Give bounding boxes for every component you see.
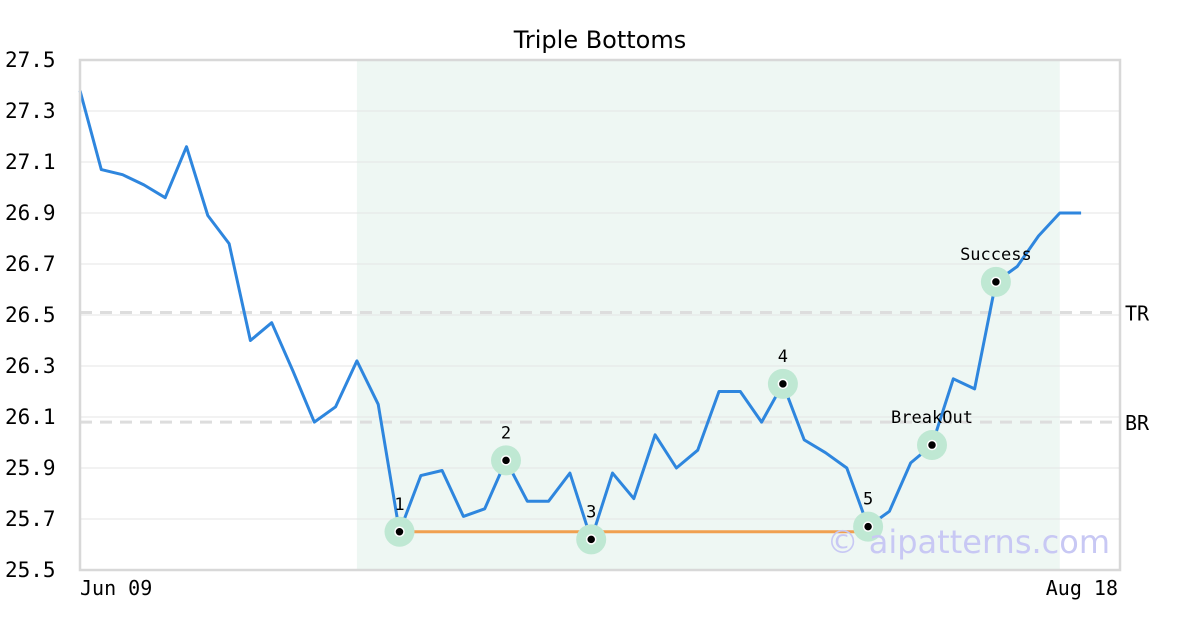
marker-point-3 bbox=[585, 534, 597, 545]
marker-point-success bbox=[990, 276, 1002, 288]
chart-title: Triple Bottoms bbox=[513, 26, 687, 54]
annotation-label-3: 3 bbox=[586, 502, 596, 522]
marker-point-2 bbox=[500, 455, 512, 466]
marker-point-5 bbox=[862, 521, 874, 532]
marker-point-breakout bbox=[926, 439, 938, 451]
annotation-label-breakout: BreakOut bbox=[891, 408, 973, 428]
x-tick-label-start: Jun 09 bbox=[80, 576, 152, 600]
y-tick-label: 25.7 bbox=[5, 507, 56, 531]
annotation-label-5: 5 bbox=[863, 490, 873, 510]
level-label-tr: TR bbox=[1125, 301, 1150, 325]
x-tick-label-end: Aug 18 bbox=[1046, 576, 1118, 600]
annotation-label-2: 2 bbox=[501, 423, 511, 443]
y-tick-label: 26.1 bbox=[5, 405, 56, 429]
grid-layer bbox=[80, 110, 1120, 520]
y-tick-label: 26.3 bbox=[5, 354, 56, 378]
plot-frame bbox=[78, 58, 1122, 572]
watermark: © aipatterns.com bbox=[827, 523, 1110, 561]
y-tick-label: 27.3 bbox=[5, 99, 56, 123]
axis-layer: 27.5 27.3 27.1 26.9 26.7 26.5 26.3 26.1 25.9 25.7… bbox=[5, 48, 1122, 582]
level-label-br: BR bbox=[1125, 411, 1150, 435]
level-lines: TR BR bbox=[80, 301, 1150, 435]
y-tick-label: 27.5 bbox=[5, 48, 56, 72]
marker-point-1 bbox=[394, 526, 405, 537]
y-tick-label: 25.9 bbox=[5, 456, 56, 480]
y-tick-label: 25.5 bbox=[5, 558, 56, 582]
marker-point-4 bbox=[777, 378, 789, 390]
y-tick-label: 26.9 bbox=[5, 201, 56, 225]
annotation-markers: 1 2 3 4 5 BreakOut Success bbox=[384, 245, 1032, 555]
series-layer bbox=[78, 90, 1082, 541]
annotation-label-success: Success bbox=[960, 245, 1032, 265]
y-tick-label: 26.5 bbox=[5, 303, 56, 327]
annotation-label-1: 1 bbox=[394, 495, 404, 515]
annotation-label-4: 4 bbox=[778, 347, 788, 367]
price-line bbox=[78, 90, 1082, 541]
y-tick-label: 26.7 bbox=[5, 252, 56, 276]
y-tick-label: 27.1 bbox=[5, 150, 56, 174]
